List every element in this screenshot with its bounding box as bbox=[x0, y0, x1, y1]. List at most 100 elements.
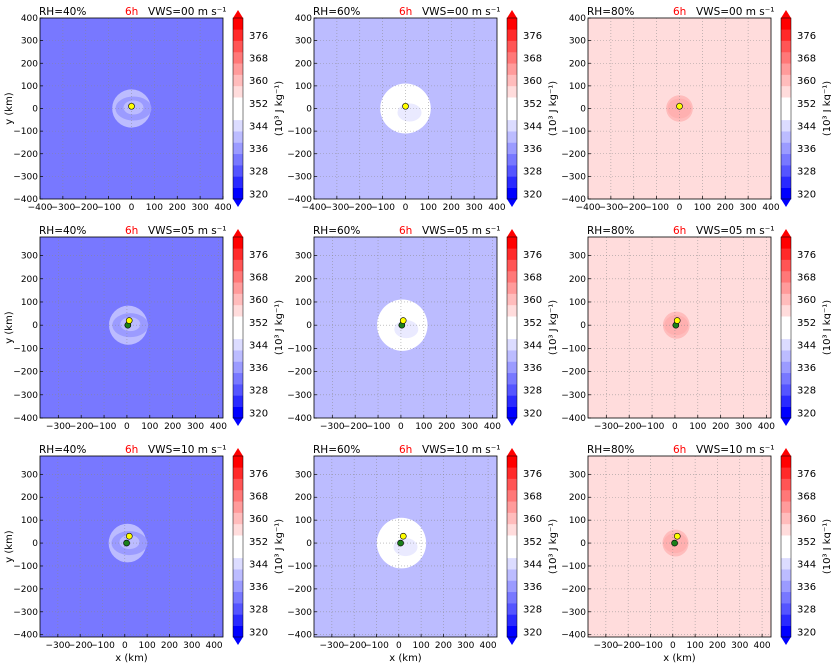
colorbar-segment bbox=[507, 467, 517, 479]
colorbar-segment bbox=[507, 153, 517, 166]
colorbar-tick-label: 368 bbox=[797, 54, 816, 65]
y-tick-label: −200 bbox=[561, 150, 586, 160]
colorbar-segment bbox=[507, 142, 517, 155]
colorbar-segment bbox=[507, 316, 517, 328]
x-tick-label: 300 bbox=[466, 203, 483, 213]
colorbar-tick-label: 328 bbox=[249, 167, 268, 178]
colorbar-extend-max bbox=[507, 448, 517, 456]
colorbar-tick-label: 352 bbox=[523, 537, 542, 548]
colorbar-segment bbox=[781, 187, 791, 200]
y-tick-label: −400 bbox=[13, 414, 38, 424]
x-tick-label: 100 bbox=[415, 422, 432, 432]
colorbar-segment bbox=[507, 523, 517, 536]
colorbar-segment bbox=[781, 153, 791, 166]
colorbar-tick-label: 336 bbox=[797, 363, 816, 374]
colorbar-segment bbox=[507, 614, 517, 626]
colorbar-tick-label: 320 bbox=[797, 189, 816, 200]
y-tick-label: 200 bbox=[21, 59, 38, 69]
colorbar-tick-label: 376 bbox=[249, 469, 268, 480]
colorbar-tick-label: 320 bbox=[249, 408, 268, 419]
colorbar-extend-min bbox=[507, 418, 517, 426]
colorbar-segment bbox=[781, 108, 791, 121]
colorbar-extend-min bbox=[233, 418, 243, 426]
colorbar-segment bbox=[233, 18, 243, 30]
colorbar-segment bbox=[233, 384, 243, 396]
colorbar-extend-max bbox=[781, 448, 791, 456]
colorbar-segment bbox=[781, 142, 791, 155]
colorbar-tick-label: 328 bbox=[797, 386, 816, 397]
colorbar-segment bbox=[781, 467, 791, 479]
colorbar-segment bbox=[507, 131, 517, 143]
x-tick-label: 300 bbox=[735, 422, 752, 432]
colorbar-segment bbox=[507, 293, 517, 306]
panel-rh-title: RH=80% bbox=[587, 6, 634, 18]
y-tick-label: 0 bbox=[306, 105, 312, 115]
panel-40-0: −400−300−200−100 0 100 200 300 400−400−300−20… bbox=[4, 6, 232, 213]
colorbar-segment bbox=[507, 456, 517, 468]
colorbar-tick-label: 320 bbox=[523, 627, 542, 638]
colorbar-tick-label: 328 bbox=[523, 605, 542, 616]
y-tick-label: 200 bbox=[569, 275, 586, 285]
colorbar-tick-label: 352 bbox=[523, 318, 542, 329]
colorbar-segment bbox=[781, 535, 791, 547]
yellow-center-marker bbox=[128, 102, 135, 110]
colorbar-segment bbox=[781, 293, 791, 306]
y-tick-label: 100 bbox=[569, 516, 586, 526]
colorbar-segment bbox=[781, 384, 791, 396]
x-tick-label: 400 bbox=[205, 641, 222, 651]
panel-time-title: 6h bbox=[673, 444, 686, 456]
x-tick-label: −300 bbox=[45, 641, 70, 651]
panel-60-1: −300−200−100 0 100 200 300 400−400−300−200−10… bbox=[287, 225, 501, 432]
colorbar-tick-label: 360 bbox=[797, 76, 816, 87]
colorbar-label: (10³ J kg⁻¹) bbox=[822, 300, 831, 355]
y-tick-label: −200 bbox=[287, 585, 312, 595]
panel-time-title: 6h bbox=[125, 444, 138, 456]
y-tick-label: −400 bbox=[13, 195, 38, 205]
colorbar-extend-min bbox=[781, 637, 791, 645]
x-tick-label: −200 bbox=[343, 422, 368, 432]
y-tick-label: 100 bbox=[21, 298, 38, 308]
panel-rh-title: RH=40% bbox=[39, 225, 86, 237]
x-tick-label: 200 bbox=[435, 641, 452, 651]
y-tick-label: 0 bbox=[306, 321, 312, 331]
colorbar-segment bbox=[507, 489, 517, 502]
colorbar-segment bbox=[507, 237, 517, 249]
x-tick-label: 100 bbox=[146, 203, 163, 213]
x-tick-label: 400 bbox=[214, 203, 231, 213]
panel-time-title: 6h bbox=[673, 6, 686, 18]
x-tick-label: −100 bbox=[366, 422, 391, 432]
colorbar-segment bbox=[781, 603, 791, 615]
y-tick-label: −100 bbox=[13, 127, 38, 137]
colorbar-tick-label: 344 bbox=[249, 340, 268, 351]
y-tick-label: 300 bbox=[21, 37, 38, 47]
colorbar-segment bbox=[233, 293, 243, 306]
y-tick-label: −400 bbox=[287, 631, 312, 641]
colorbar-tick-label: 376 bbox=[249, 250, 268, 261]
colorbar-segment bbox=[233, 395, 243, 407]
x-tick-label: 300 bbox=[187, 422, 204, 432]
x-tick-label: −200 bbox=[73, 203, 98, 213]
colorbar-segment bbox=[507, 187, 517, 200]
colorbar-tick-label: 352 bbox=[797, 318, 816, 329]
colorbar-frame bbox=[232, 236, 244, 419]
colorbar-segment bbox=[507, 535, 517, 547]
colorbar-segment bbox=[781, 338, 791, 351]
colorbar-tick-label: 320 bbox=[523, 189, 542, 200]
colorbar-extend-max bbox=[233, 448, 243, 456]
yellow-center-marker bbox=[125, 532, 133, 540]
colorbar-frame bbox=[506, 17, 518, 200]
y-tick-label: −400 bbox=[561, 631, 586, 641]
colorbar-tick-label: 368 bbox=[249, 492, 268, 503]
panel-rh-title: RH=60% bbox=[313, 225, 360, 237]
panel-80-1: −300−200−100 0 100 200 300 400−400−300−200−10… bbox=[561, 225, 775, 432]
x-tick-label: 100 bbox=[694, 203, 711, 213]
colorbar-tick-label: 360 bbox=[523, 514, 542, 525]
y-tick-label: −300 bbox=[13, 608, 38, 618]
colorbar-tick-label: 368 bbox=[797, 273, 816, 284]
x-tick-label: 100 bbox=[141, 422, 158, 432]
colorbar-label: (10³ J kg⁻¹) bbox=[548, 300, 559, 355]
colorbar-segment bbox=[233, 523, 243, 536]
y-tick-label: 0 bbox=[306, 539, 312, 549]
colorbar-segment bbox=[781, 361, 791, 374]
